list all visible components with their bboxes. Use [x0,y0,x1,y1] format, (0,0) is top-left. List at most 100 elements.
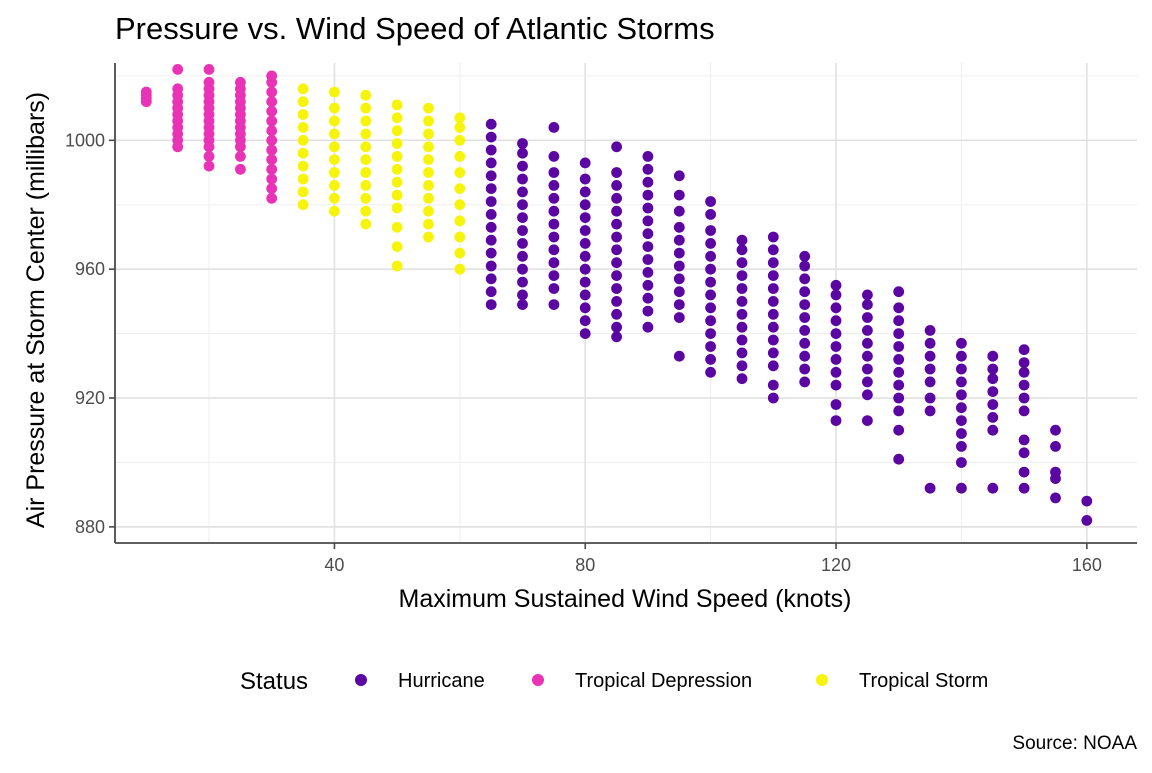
data-point [642,151,654,162]
data-point [956,415,967,426]
data-point [485,286,497,298]
data-point [987,399,999,410]
data-point [548,299,560,310]
data-point [360,205,372,217]
data-point [862,376,873,388]
data-point [673,221,685,233]
data-point [862,289,873,301]
data-point [172,83,184,95]
data-point [329,192,340,204]
legend-key [532,674,544,686]
data-point [485,273,497,285]
data-point [548,244,560,256]
data-point [767,392,779,404]
data-point [705,263,716,275]
data-point [830,354,842,365]
data-point [548,122,560,133]
x-tick-label: 120 [821,555,851,575]
data-point [1050,441,1061,452]
data-point [924,482,936,494]
data-point [736,373,748,385]
data-point [830,328,842,339]
y-axis-title: Air Pressure at Storm Center (millibars) [22,92,50,528]
data-point [642,279,654,291]
data-point [517,212,528,224]
data-point [329,128,340,140]
y-tick-label: 880 [75,517,105,537]
data-point [391,241,403,253]
data-point [517,173,528,185]
data-point [956,441,967,452]
data-point [956,482,967,494]
data-point [705,341,716,352]
caption-source: Source: NOAA [1012,733,1137,754]
data-point [642,202,654,214]
data-point [423,115,434,127]
data-point [266,125,278,137]
data-point [799,273,811,285]
data-point [893,453,905,465]
data-point [266,183,278,195]
data-point [266,96,278,108]
data-point [266,86,278,98]
data-point [579,212,591,224]
data-point [266,192,278,204]
data-point [705,289,716,301]
data-point [579,238,591,249]
data-point [830,366,842,378]
data-point [485,247,497,259]
data-point [673,350,685,362]
data-point [862,337,873,349]
data-point [893,315,905,327]
data-point [454,134,466,146]
data-point [485,299,497,310]
data-point [924,376,936,388]
data-point [454,112,466,124]
data-point [1018,357,1030,368]
data-point [391,221,403,233]
data-point [235,76,246,88]
data-point [611,192,622,204]
data-point [956,428,967,439]
data-point [360,89,372,101]
data-point [579,225,591,236]
data-point [266,154,278,166]
data-point [830,379,842,391]
data-point [893,405,905,417]
data-point [548,151,560,162]
data-point [893,392,905,404]
data-point [391,189,403,201]
data-point [1018,366,1030,378]
data-point [767,231,779,243]
data-point [830,415,842,426]
data-point [203,76,215,88]
data-point [266,144,278,156]
data-point [485,118,497,130]
data-point [767,244,779,256]
data-point [548,180,560,191]
data-point [673,234,685,246]
data-point [485,234,497,246]
data-point [579,276,591,288]
data-point [517,199,528,211]
data-point [673,312,685,323]
data-point [611,331,622,343]
data-point [673,189,685,201]
data-point [579,250,591,262]
data-point [297,147,309,159]
data-point [830,399,842,410]
data-point [736,347,748,359]
data-point [1018,379,1030,391]
data-point [517,263,528,275]
data-point [611,308,622,320]
data-point [517,186,528,198]
data-point [266,115,278,127]
data-point [799,286,811,298]
data-point [391,138,403,149]
data-point [517,289,528,301]
data-point [266,163,278,175]
data-point [799,250,811,262]
x-tick-label: 160 [1072,555,1102,575]
data-point [485,170,497,182]
data-point [297,134,309,146]
